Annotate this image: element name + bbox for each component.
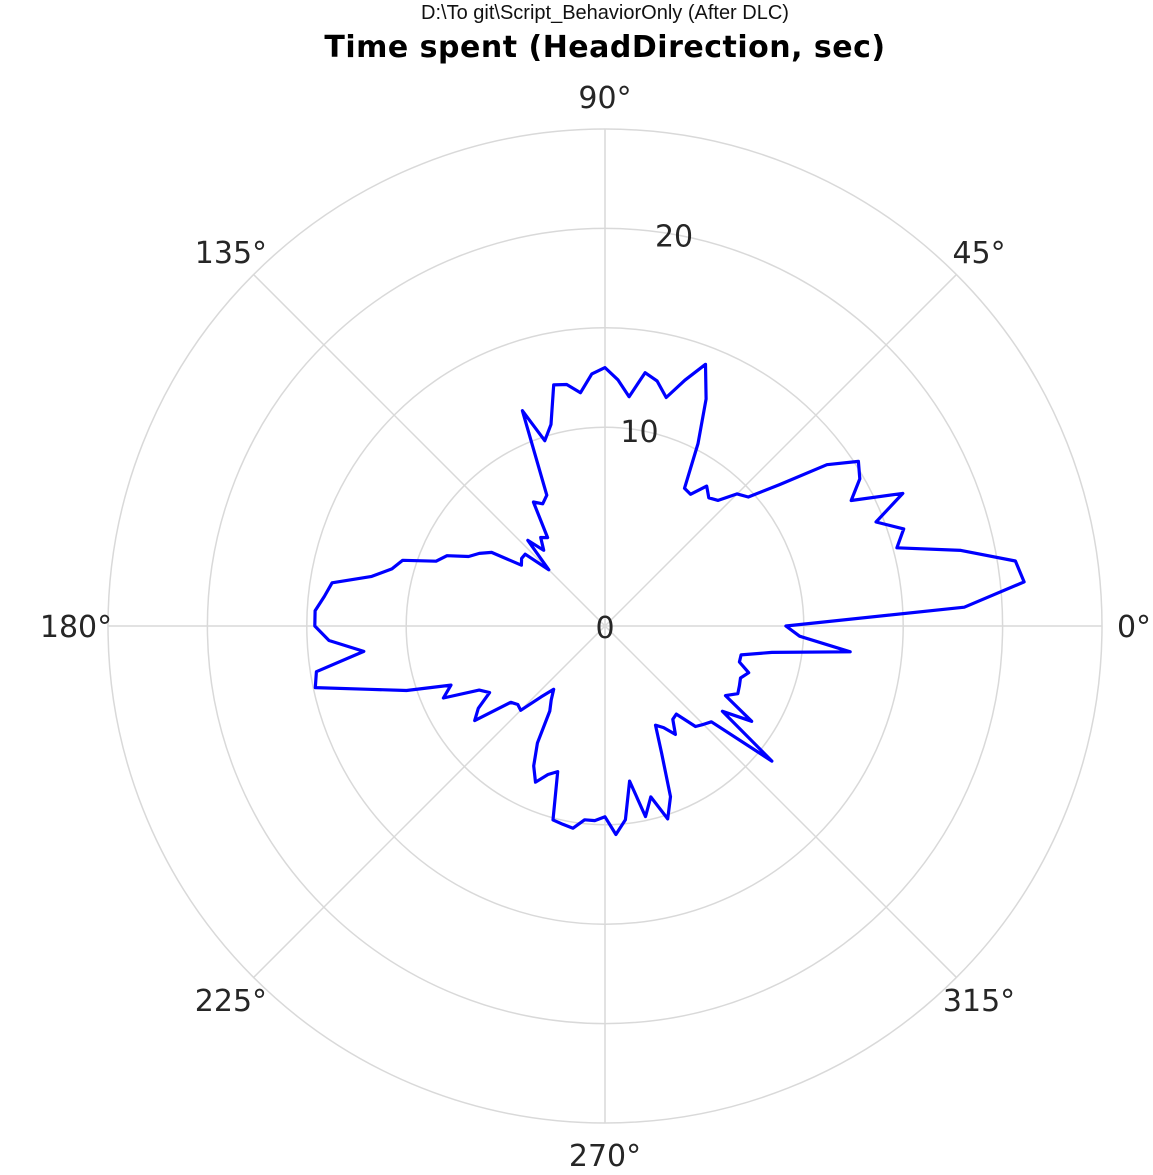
theta-tick-label: 45° — [952, 236, 1005, 271]
grid-spoke — [604, 274, 957, 627]
series-line — [313, 362, 1026, 837]
series-layer — [313, 362, 1026, 837]
theta-tick-label: 0° — [1117, 610, 1151, 645]
chart-subtitle: D:\To git\Script_BehaviorOnly (After DLC… — [421, 2, 789, 24]
polar-grid — [107, 128, 1103, 1124]
grid-spoke — [604, 625, 957, 978]
r-tick-label: 10 — [620, 415, 658, 450]
r-tick-label: 0 — [595, 611, 614, 646]
axis-labels: 0° 45° 90° 135° 180° 225° 270° 315° 0 10 20 — [40, 81, 1151, 1174]
theta-tick-label: 135° — [195, 236, 267, 271]
grid-spoke — [253, 625, 606, 978]
chart-title: Time spent (HeadDirection, sec) — [324, 30, 886, 65]
theta-tick-label: 315° — [943, 984, 1015, 1019]
r-tick-label: 20 — [655, 219, 693, 254]
grid-spoke — [253, 274, 606, 627]
theta-tick-label: 270° — [569, 1139, 641, 1174]
theta-tick-label: 90° — [578, 81, 631, 116]
theta-tick-label: 180° — [40, 610, 112, 645]
theta-tick-label: 225° — [195, 984, 267, 1019]
